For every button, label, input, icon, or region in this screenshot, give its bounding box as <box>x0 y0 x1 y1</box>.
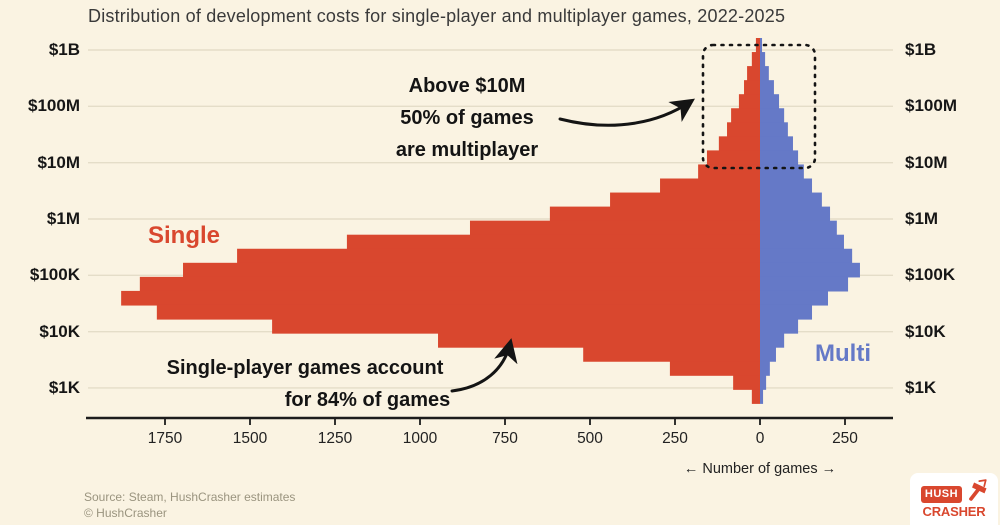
single-note-arrow <box>450 338 518 393</box>
bar-single-$3.2M <box>610 192 760 208</box>
x-axis-label: 1000 <box>402 430 438 447</box>
x-axis-label: 1500 <box>232 430 268 447</box>
bar-multi-$3.2K <box>760 361 770 376</box>
pyramid-bars <box>121 38 860 404</box>
bar-single-$560K <box>346 234 760 250</box>
bar-multi-$180K <box>760 262 860 278</box>
annotation-single-note-line1: Single-player games account <box>166 357 444 379</box>
x-axis-caption: ← Number of games → <box>683 461 837 477</box>
bar-multi-$32K <box>760 304 813 320</box>
y-axis-label-right: $100K <box>905 265 956 285</box>
bar-single-$560M <box>747 66 760 81</box>
y-axis-label-left: $10K <box>39 321 80 341</box>
bar-multi-$560M <box>760 66 769 81</box>
annotation-single-note-line2: for 84% of games <box>284 389 451 411</box>
bar-single-$180K <box>183 262 760 278</box>
x-axis-label: 250 <box>662 430 688 447</box>
multi-series-label: Multi <box>815 340 871 367</box>
bar-single-$56K <box>121 290 760 306</box>
multiplayer-note-arrow <box>558 98 695 127</box>
bar-multi-$320M <box>760 80 774 95</box>
bar-single-$18K <box>272 319 760 334</box>
logo-hush-badge: HUSH <box>921 486 962 503</box>
x-axis <box>86 416 893 425</box>
bar-multi-$56K <box>760 290 828 306</box>
bar-single-$1.8K <box>733 375 760 390</box>
bar-single-$3.2K <box>669 361 760 376</box>
bar-multi-$18M <box>760 150 799 166</box>
x-axis-label: 1750 <box>147 430 183 447</box>
bar-single-$1B <box>751 52 760 67</box>
annotation-line: Above $10M <box>408 75 526 97</box>
y-axis-label-right: $10K <box>905 321 946 341</box>
bar-single-$320M <box>744 80 760 95</box>
bar-multi-$32M <box>760 136 793 151</box>
bar-multi-$560K <box>760 234 844 250</box>
bar-multi-$3.2M <box>760 192 822 208</box>
x-axis-label: 0 <box>755 430 765 447</box>
bar-single-$1.8M <box>549 206 760 222</box>
bar-multi-$5.6K <box>760 347 776 362</box>
bar-single-$180M <box>738 94 760 109</box>
hushcrasher-logo: HUSH CRASHER <box>910 473 998 530</box>
y-axis-label-left: $100M <box>28 96 80 116</box>
y-axis-label-left: $1K <box>48 377 80 397</box>
bar-multi-$56M <box>760 122 788 137</box>
y-axis-label-right: $10M <box>905 152 948 172</box>
x-axis-label: 250 <box>832 430 858 447</box>
bar-multi-$180M <box>760 94 780 109</box>
bar-multi-$10K <box>760 333 785 348</box>
bar-single-$5.6M <box>660 178 760 194</box>
y-axis-label-left: $1B <box>48 40 80 59</box>
y-axis-label-left: $1M <box>46 208 80 228</box>
bar-multi-$1.8K <box>760 375 767 390</box>
hammer-icon <box>969 479 987 501</box>
bar-multi-$18K <box>760 319 799 334</box>
logo-crasher-text: CRASHER <box>922 504 986 519</box>
bar-multi-$100M <box>760 108 785 123</box>
bar-single-$320K <box>237 248 760 264</box>
x-axis-label: 500 <box>577 430 603 447</box>
bar-multi-$1M <box>760 220 837 236</box>
bar-multi-$100K <box>760 276 849 292</box>
bar-single-$32K <box>156 304 761 320</box>
bar-single-$32M <box>718 136 760 151</box>
y-axis-label-right: $1K <box>905 377 937 397</box>
annotation-line: are multiplayer <box>395 139 539 161</box>
y-axis-label-right: $1M <box>905 208 939 228</box>
bar-multi-$1K <box>760 389 764 404</box>
y-axis-label-right: $1B <box>905 40 937 59</box>
bar-multi-$5.6M <box>760 178 813 194</box>
annotation-multiplayer-note: Above $10M 50% of games are multiplayer <box>337 70 597 166</box>
bar-single-$18M <box>706 150 760 166</box>
y-axis-label-left: $100K <box>29 265 80 285</box>
bar-single-$1M <box>469 220 760 236</box>
bar-multi-$1B <box>760 52 766 67</box>
copyright-line: © HushCrasher <box>84 506 167 520</box>
bottom-strip <box>0 525 1000 530</box>
single-series-label: Single <box>148 222 221 249</box>
bar-multi-$320K <box>760 248 853 264</box>
bar-single-$56M <box>727 122 760 137</box>
source-line: Source: Steam, HushCrasher estimates <box>84 490 296 504</box>
annotation-line: 50% of games <box>400 107 534 129</box>
y-axis-label-left: $10M <box>37 152 80 172</box>
above-10m-highlight-box <box>701 43 817 170</box>
bar-multi-$10M <box>760 164 804 180</box>
bar-single-$100K <box>139 276 761 292</box>
bar-single-$100M <box>731 108 760 123</box>
page-title: Distribution of development costs for si… <box>88 6 786 26</box>
source-block: Source: Steam, HushCrasher estimates © H… <box>84 489 295 521</box>
bar-single-$5.6K <box>583 347 760 362</box>
bar-multi-$1.4B <box>760 38 763 53</box>
bar-single-$1K <box>751 389 760 404</box>
x-axis-label: 750 <box>492 430 518 447</box>
bar-single-$10K <box>438 333 760 348</box>
bar-multi-$1.8M <box>760 206 831 222</box>
x-axis-label: 1250 <box>317 430 353 447</box>
y-axis-label-right: $100M <box>905 96 957 116</box>
